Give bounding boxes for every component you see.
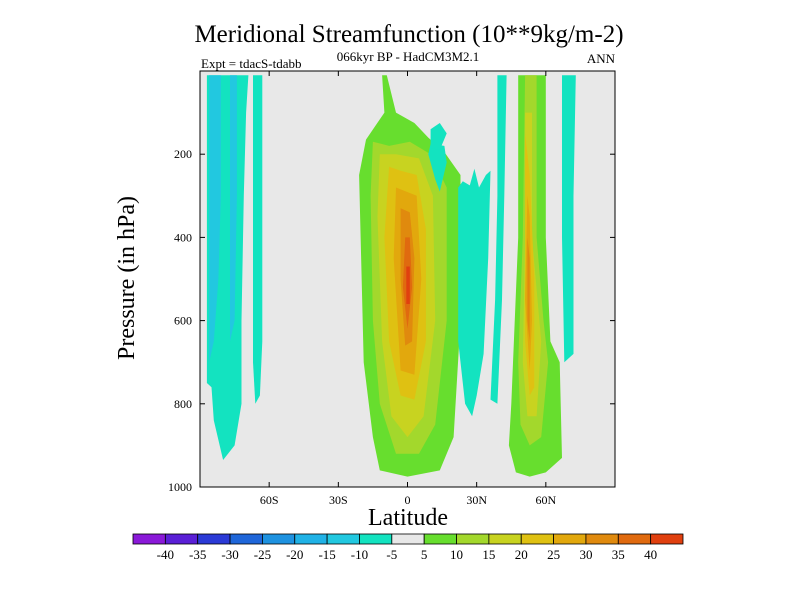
colorbar-swatch [423, 533, 457, 545]
chart-subtitle: 066kyr BP - HadCM3M2.1 [337, 49, 480, 64]
x-tick-label: 30S [329, 493, 348, 507]
colorbar-label: 10 [450, 547, 463, 562]
colorbar-swatch [262, 533, 296, 545]
contour-region-14 [458, 168, 491, 417]
x-tick-label: 0 [405, 493, 411, 507]
contour-region-3 [253, 75, 263, 404]
contour-region-1 [209, 75, 221, 363]
colorbar-label: 15 [482, 547, 495, 562]
y-tick-label: 1000 [168, 480, 192, 494]
x-tick-label: 30N [466, 493, 487, 507]
colorbar-label: 20 [515, 547, 528, 562]
colorbar-swatch [553, 533, 587, 545]
colorbar-swatch [391, 533, 425, 545]
colorbar-swatch [359, 533, 393, 545]
colorbar-swatch [294, 533, 328, 545]
contour-region-11 [406, 266, 410, 304]
plot-area [199, 70, 616, 488]
contour-region-13 [430, 123, 447, 150]
contour-region-21 [527, 237, 530, 342]
colorbar-label: -30 [221, 547, 238, 562]
colorbar-label: -40 [157, 547, 174, 562]
colorbar-swatch [617, 533, 652, 545]
colorbar-swatch [488, 533, 522, 545]
x-tick-label: 60S [260, 493, 279, 507]
chart-title: Meridional Streamfunction (10**9kg/m-2) [194, 21, 623, 48]
season-label: ANN [587, 51, 616, 66]
experiment-label: Expt = tdacS-tdabb [201, 56, 301, 71]
contour-region-22 [562, 75, 576, 363]
colorbar-label: 25 [547, 547, 560, 562]
colorbar-label: 5 [421, 547, 428, 562]
colorbar-swatch [326, 533, 360, 545]
y-tick-label: 200 [174, 147, 192, 161]
colorbar-label: -5 [386, 547, 397, 562]
colorbar-label: 30 [579, 547, 592, 562]
colorbar-label: 35 [612, 547, 625, 562]
colorbar-swatch [197, 533, 231, 545]
colorbar-swatch [650, 533, 684, 545]
contour-region-12 [428, 143, 447, 192]
x-tick-label: 60N [535, 493, 556, 507]
y-tick-label: 800 [174, 397, 192, 411]
colorbar-swatch [229, 533, 263, 545]
colorbar-swatch [520, 533, 554, 545]
colorbar-swatch [132, 533, 166, 545]
colorbar-label: -20 [286, 547, 303, 562]
y-axis-label: Pressure (in hPa) [114, 196, 140, 360]
contour-region-2 [230, 75, 237, 342]
colorbar-label: 40 [644, 547, 657, 562]
colorbar-label: -10 [351, 547, 368, 562]
colorbar-swatch [585, 533, 619, 545]
y-tick-label: 400 [174, 230, 192, 244]
colorbar-swatch [164, 533, 199, 545]
colorbar-label: -15 [318, 547, 335, 562]
y-tick-label: 600 [174, 314, 192, 328]
colorbar-label: -35 [189, 547, 206, 562]
contour-region-15 [490, 75, 507, 404]
colorbar-label: -25 [254, 547, 271, 562]
colorbar-swatch [456, 533, 490, 545]
x-axis-label: Latitude [368, 505, 448, 531]
